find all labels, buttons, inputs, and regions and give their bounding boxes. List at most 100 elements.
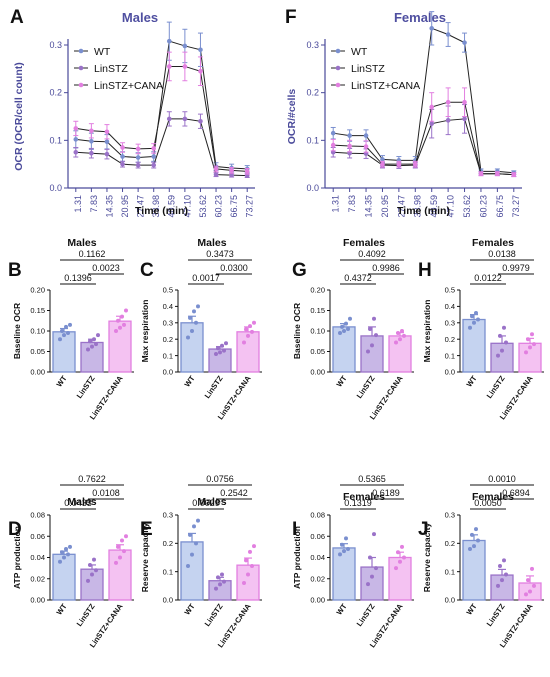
data-point — [342, 549, 346, 554]
data-point — [120, 538, 124, 543]
data-point — [58, 559, 62, 564]
panel-g: G Females 0.00 0.05 0.10 0.15 0.20 Baseline OCR… — [292, 237, 414, 421]
panel-letter-c: C — [140, 260, 154, 281]
data-point — [62, 333, 66, 338]
y-axis-label: Max respiration — [140, 300, 150, 363]
legend-marker — [78, 48, 84, 54]
data-point — [192, 309, 196, 314]
data-point — [135, 162, 141, 168]
x-tick-label: 40.59 — [429, 195, 439, 218]
comparison-bracket: 0.7622 — [60, 474, 124, 486]
data-point — [380, 161, 385, 167]
x-tick-label: 27.47 — [396, 195, 406, 218]
data-point — [64, 547, 68, 551]
p-value-label: 0.0756 — [206, 474, 234, 484]
y-tick-label: 0.10 — [310, 327, 325, 336]
data-point — [402, 333, 406, 338]
bar — [462, 318, 486, 373]
y-tick-label: 0.1 — [445, 351, 455, 360]
x-tick-label: 27.47 — [136, 195, 146, 218]
x-tick-label: 14.35 — [104, 195, 114, 218]
data-point — [445, 118, 451, 123]
bar — [180, 541, 204, 601]
x-tick-label: 47.10 — [182, 195, 192, 218]
data-point — [344, 321, 348, 326]
y-tick-label: 0.5 — [163, 286, 173, 295]
y-tick-label: 0.10 — [30, 327, 45, 336]
x-axis-label: Time (min) — [135, 205, 188, 217]
y-tick-label: 0.0 — [306, 183, 319, 193]
comparison-bracket: 0.0122 — [470, 273, 506, 285]
bar — [388, 335, 412, 373]
y-tick-label: 0.3 — [163, 319, 173, 328]
x-tick-label: 20.95 — [380, 195, 390, 218]
p-value-label: 0.1162 — [79, 249, 106, 259]
chart-title: Females — [472, 237, 514, 249]
bar-group-wt: WT — [332, 316, 356, 389]
comparison-bracket: 0.0050 — [470, 498, 506, 510]
y-tick-label: 0.00 — [30, 596, 45, 605]
bar-group-wt: WT — [52, 322, 76, 389]
data-point — [151, 154, 157, 159]
data-point — [92, 557, 96, 562]
bar — [360, 335, 384, 373]
p-value-label: 0.1319 — [344, 498, 372, 508]
data-point — [524, 350, 528, 355]
x-tick-label: 20.95 — [120, 195, 130, 218]
category-label: WT — [183, 602, 197, 617]
y-tick-label: 0.0 — [445, 368, 455, 377]
data-point — [86, 347, 90, 352]
data-point — [532, 583, 536, 588]
data-point — [194, 320, 198, 325]
y-tick-label: 0.06 — [30, 532, 45, 541]
panel-letter-g: G — [292, 260, 307, 281]
comparison-bracket: 0.0300 — [216, 263, 252, 275]
data-point — [445, 99, 451, 105]
data-point — [104, 139, 110, 145]
y-tick-label: 0.3 — [306, 40, 319, 50]
data-point — [188, 315, 192, 320]
data-point — [64, 324, 68, 329]
data-point — [216, 346, 220, 351]
bar-group-linstz: LinSTZ — [355, 316, 384, 400]
data-point — [398, 337, 402, 342]
data-point — [474, 310, 478, 315]
x-tick-label: 53.62 — [198, 195, 208, 218]
data-point — [374, 333, 378, 338]
data-point — [94, 568, 98, 573]
category-label: LinSTZ — [203, 374, 225, 400]
data-point — [214, 351, 218, 356]
data-point — [511, 172, 517, 177]
data-point — [196, 304, 200, 309]
y-tick-label: 0.08 — [310, 511, 325, 520]
data-point — [229, 168, 234, 173]
data-point — [198, 47, 203, 53]
data-point — [340, 324, 344, 329]
series-linstz: LinSTZ — [73, 63, 250, 179]
data-point — [96, 333, 100, 338]
data-point — [472, 320, 476, 325]
bar-group-linstz: LinSTZ — [355, 532, 384, 628]
x-tick-label: 73.27 — [245, 195, 255, 218]
data-point — [122, 549, 126, 554]
data-point — [495, 171, 500, 176]
data-point — [470, 532, 474, 537]
data-point — [500, 578, 504, 583]
y-axis-label: ATP production — [292, 526, 302, 589]
y-tick-label: 0.4 — [163, 302, 173, 311]
series-wt: WT — [330, 11, 517, 176]
series-linstz-cana: LinSTZ+CANA — [73, 51, 250, 175]
panel-a: A Males 0.0 0.1 0.2 0.3 1.31 7.83 14.35 20.95 27.4… — [10, 7, 255, 218]
legend-label: LinSTZ — [94, 63, 128, 75]
x-tick-label: 66.75 — [495, 195, 505, 218]
legend-label: WT — [94, 46, 111, 58]
chart-title: Females — [472, 491, 514, 503]
series-line — [333, 101, 514, 176]
comparison-bracket: 0.2542 — [216, 488, 252, 500]
data-point — [340, 542, 344, 547]
comparison-bracket: 0.0756 — [188, 474, 252, 486]
data-point — [218, 582, 222, 587]
data-point — [151, 162, 157, 168]
bar-group-linstz: LinSTZ — [75, 557, 104, 628]
